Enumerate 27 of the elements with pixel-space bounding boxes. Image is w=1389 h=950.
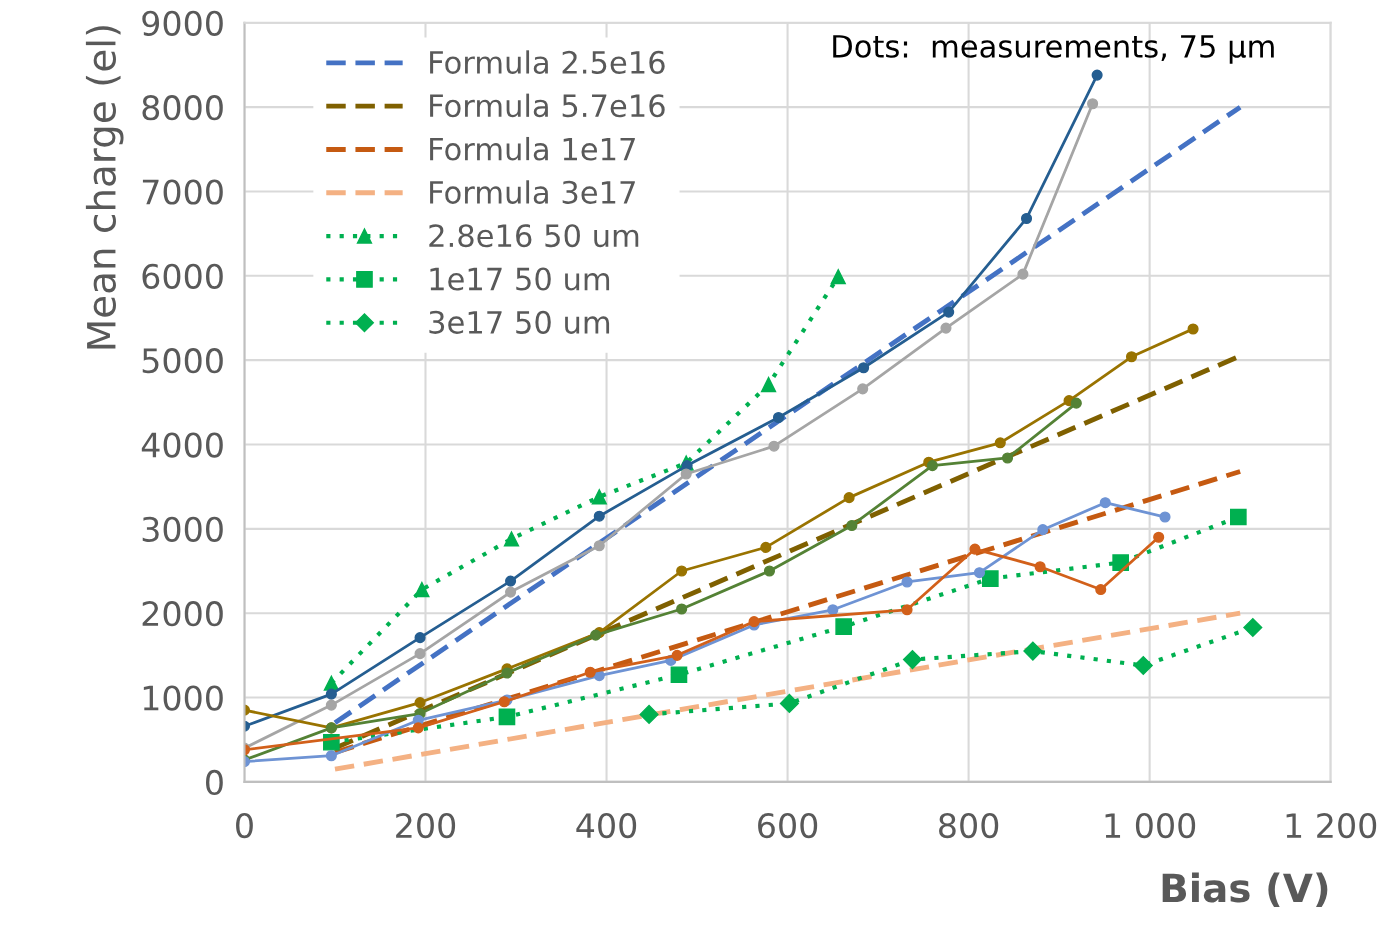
x-tick-label: 0: [236, 812, 253, 839]
x-tick-label: 600: [758, 812, 818, 839]
legend-label: Formula 3e17: [430, 180, 635, 204]
x-tick-label: 200: [396, 812, 456, 839]
legend-label: Formula 5.7e16: [430, 93, 665, 118]
legend-label: 3e17 50 um: [429, 310, 610, 334]
y-tick-label: 1000: [143, 685, 223, 711]
x-tick-label: 1 200: [1286, 812, 1377, 839]
y-tick-label: 0: [206, 769, 223, 795]
annotation: Dots: measurements, 75 µm: [833, 35, 1274, 64]
y-tick-label: 3000: [142, 516, 223, 542]
y-tick-label: 9000: [142, 10, 223, 36]
legend-label: Formula 1e17: [430, 136, 635, 161]
legend-label: 2.8e16 50 um: [429, 224, 639, 248]
y-tick-label: 7000: [142, 179, 223, 205]
y-tick-label: 5000: [142, 348, 223, 374]
y-axis-title: Mean charge (el): [85, 26, 124, 349]
y-tick-label: 6000: [142, 263, 223, 289]
legend-label: Formula 2.5e16: [430, 50, 665, 74]
x-tick-label: 1 000: [1105, 812, 1196, 839]
x-tick-label: 800: [939, 812, 999, 839]
x-axis-title: Bias (V): [1162, 872, 1328, 908]
y-tick-label: 2000: [142, 601, 223, 627]
y-tick-label: 4000: [141, 432, 223, 458]
y-tick-label: 8000: [142, 95, 223, 121]
x-tick-label: 400: [576, 812, 637, 839]
legend-label: 1e17 50 um: [430, 267, 610, 291]
